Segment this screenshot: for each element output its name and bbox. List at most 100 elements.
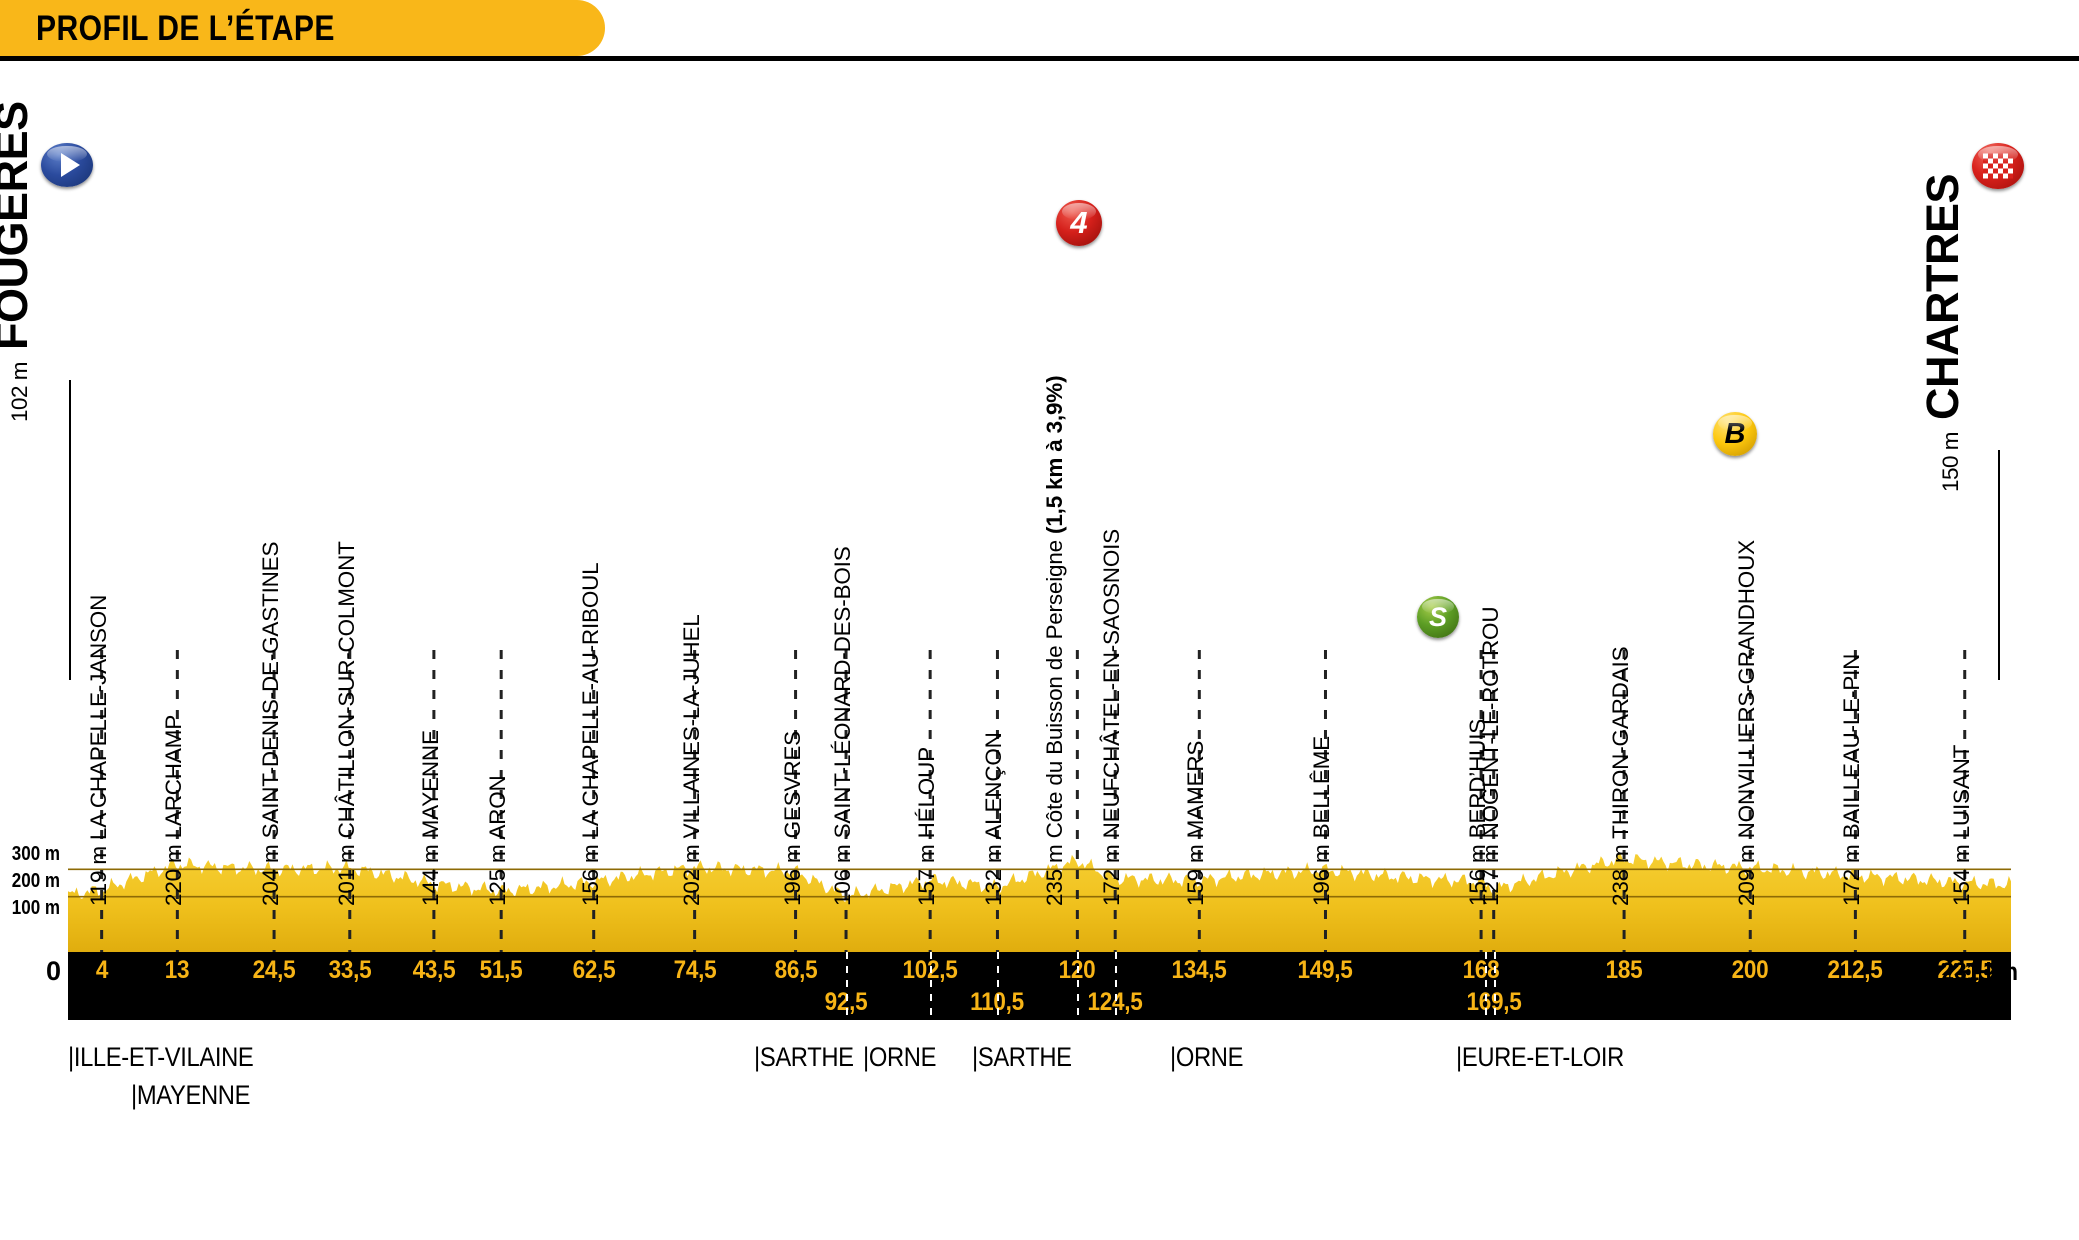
checkered-flag-icon bbox=[1972, 143, 2024, 189]
header-divider bbox=[0, 56, 2079, 61]
town-label: 196 m BELLÊME bbox=[1309, 736, 1335, 906]
km-tick-label: 24,5 bbox=[252, 956, 296, 984]
town-altitude: 144 m bbox=[417, 838, 443, 906]
town-label: 119 m LA CHAPELLE-JANSON bbox=[86, 595, 112, 906]
km-tick-label: 51,5 bbox=[479, 956, 523, 984]
town-label: 159 m MAMERS bbox=[1183, 741, 1209, 906]
finish-city-label: 150 m CHARTRES bbox=[1917, 174, 1969, 492]
town-label: 204 m SAINT-DENIS-DE-GASTINES bbox=[258, 542, 284, 906]
town-name: CHÂTILLON-SUR-COLMONT bbox=[333, 541, 359, 839]
town-label: 201 m CHÂTILLON-SUR-COLMONT bbox=[334, 541, 360, 906]
town-name: SAINT-DENIS-DE-GASTINES bbox=[258, 541, 284, 839]
town-name: ALENÇON bbox=[981, 732, 1007, 840]
y-axis-label-100: 100 m bbox=[11, 897, 60, 919]
town-altitude: 204 m bbox=[258, 838, 284, 906]
town-name: GESVRES bbox=[779, 731, 805, 839]
page-title: PROFIL DE L’ÉTAPE bbox=[36, 9, 335, 48]
town-name: SAINT-LÉONARD-DES-BOIS bbox=[830, 546, 856, 839]
town-label: 157 m HÉLOUP bbox=[914, 747, 940, 906]
checker-pattern bbox=[1983, 153, 2013, 179]
town-name: BELLÊME bbox=[1309, 736, 1335, 839]
km-tick-label: 225,5 bbox=[1937, 956, 1993, 984]
climb-name: Côte du Buisson de Perseigne bbox=[1042, 540, 1067, 839]
sprint-icon: S bbox=[1417, 596, 1459, 638]
start-city-name: FOUGÈRES bbox=[0, 101, 37, 350]
town-altitude: 157 m bbox=[914, 838, 940, 906]
header-banner bbox=[0, 0, 605, 56]
finish-altitude: 150 m bbox=[1938, 431, 1963, 492]
town-altitude: 156 m bbox=[577, 838, 603, 906]
profile-terrain-svg bbox=[68, 650, 2011, 952]
town-name: NEUFCHÂTEL-EN-SAOSNOIS bbox=[1099, 529, 1125, 839]
climb-grade: (1,5 km à 3,9%) bbox=[1042, 375, 1067, 534]
town-label: 156 m LA CHAPELLE-AU-RIBOUL bbox=[578, 563, 604, 907]
km-tick-label: 185 bbox=[1605, 956, 1643, 984]
km-tick-label: 200 bbox=[1731, 956, 1769, 984]
department-label: |SARTHE bbox=[972, 1042, 1072, 1072]
town-altitude: 132 m bbox=[981, 839, 1007, 906]
town-label: 127 m NOGENT-LE-ROTROU bbox=[1478, 607, 1504, 906]
department-separator bbox=[1485, 952, 1488, 1020]
finish-leader-line bbox=[1998, 450, 2000, 680]
y-axis-label-300: 300 m bbox=[11, 843, 60, 865]
bonus-label: B bbox=[1724, 417, 1746, 450]
town-altitude: 220 m bbox=[161, 838, 187, 906]
town-label: 106 m SAINT-LÉONARD-DES-BOIS bbox=[830, 547, 856, 907]
town-name: THIRON-GARDAIS bbox=[1608, 646, 1634, 839]
town-altitude: 202 m bbox=[678, 838, 704, 906]
km-tick-label: 134,5 bbox=[1171, 956, 1227, 984]
km-tick-label: 43,5 bbox=[412, 956, 456, 984]
town-label: 132 m ALENÇON bbox=[981, 732, 1007, 906]
finish-city-name: CHARTRES bbox=[1917, 173, 1968, 420]
town-altitude: 201 m bbox=[333, 838, 359, 906]
department-separator bbox=[930, 952, 933, 1020]
km-total-label: 231 km bbox=[1941, 958, 2018, 986]
distance-scale-bar: 41324,533,543,551,562,574,586,5102,51201… bbox=[68, 952, 2011, 1020]
town-altitude: 119 m bbox=[85, 840, 111, 906]
town-name: BAILLEAU-LE-PIN bbox=[1839, 653, 1865, 839]
start-altitude: 102 m bbox=[7, 361, 32, 422]
town-label: 144 m MAYENNE bbox=[418, 730, 444, 906]
km-tick-label: 168 bbox=[1462, 956, 1500, 984]
town-name: LA CHAPELLE-JANSON bbox=[85, 594, 111, 841]
elevation-profile-chart bbox=[68, 62, 2011, 952]
town-label: 209 m NONVILLIERS-GRANDHOUX bbox=[1734, 540, 1760, 906]
start-play-icon bbox=[41, 143, 93, 187]
km-tick-label: 74,5 bbox=[673, 956, 716, 984]
town-altitude: 172 m bbox=[1839, 838, 1865, 906]
km-tick-label: 86,5 bbox=[774, 956, 817, 984]
town-label: 202 m VILLAINES-LA-JUHEL bbox=[679, 614, 705, 906]
town-label: 154 m LUISANT bbox=[1949, 745, 1975, 906]
department-label: |SARTHE bbox=[753, 1042, 854, 1072]
town-altitude: 127 m bbox=[1477, 838, 1503, 906]
town-label: 172 m BAILLEAU-LE-PIN bbox=[1839, 654, 1865, 906]
start-leader-line bbox=[69, 380, 71, 680]
town-name: LARCHAMP bbox=[161, 714, 187, 839]
town-altitude: 125 m bbox=[485, 839, 511, 906]
sprint-label: S bbox=[1428, 601, 1447, 632]
town-label: 172 m NEUFCHÂTEL-EN-SAOSNOIS bbox=[1099, 529, 1125, 906]
town-label: 238 m THIRON-GARDAIS bbox=[1608, 647, 1634, 906]
start-city-label: 102 m FOUGÈRES bbox=[0, 101, 38, 422]
town-name: ARON bbox=[485, 775, 511, 840]
km-tick-label: 13 bbox=[165, 956, 190, 984]
department-label: |ILLE-ET-VILAINE bbox=[68, 1042, 254, 1072]
town-label: 196 m GESVRES bbox=[780, 731, 806, 906]
department-label: |EURE-ET-LOIR bbox=[1455, 1042, 1624, 1072]
department-separator bbox=[1115, 952, 1118, 1020]
town-name: MAYENNE bbox=[417, 730, 443, 839]
km-tick-label: 62,5 bbox=[572, 956, 616, 984]
town-altitude: 159 m bbox=[1183, 838, 1209, 906]
km-tick-label: 149,5 bbox=[1297, 956, 1353, 984]
town-altitude: 172 m bbox=[1099, 838, 1125, 906]
department-separator bbox=[1493, 952, 1496, 1020]
y-axis-label-200: 200 m bbox=[11, 870, 60, 892]
department-label: |ORNE bbox=[1169, 1042, 1243, 1072]
town-name: MAMERS bbox=[1183, 740, 1209, 839]
bonus-icon: B bbox=[1713, 412, 1757, 456]
climb-label: 235 m Côte du Buisson de Perseigne (1,5 … bbox=[1042, 376, 1068, 906]
town-name: HÉLOUP bbox=[914, 747, 940, 839]
climb-category-label: 4 bbox=[1070, 205, 1088, 240]
climb-category-4-icon: 4 bbox=[1056, 200, 1102, 246]
town-name: VILLAINES-LA-JUHEL bbox=[678, 614, 704, 839]
